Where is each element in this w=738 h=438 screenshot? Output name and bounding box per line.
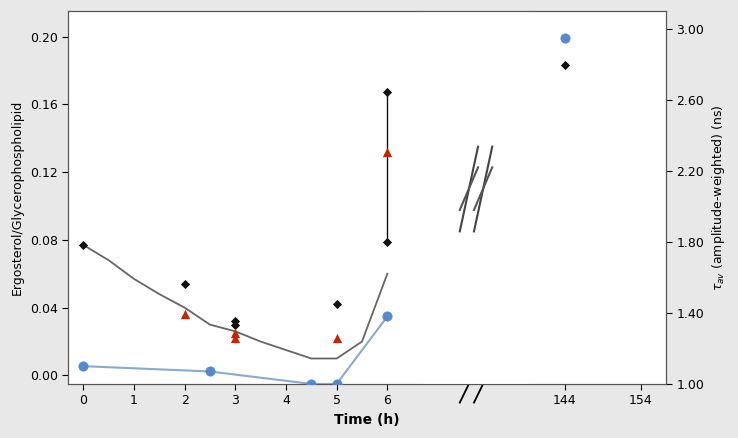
Point (230, 321, 241, 328)
Point (77, 241, 89, 248)
Point (230, 318, 241, 325)
Point (230, 335, 241, 342)
Point (382, 313, 393, 320)
Point (179, 280, 190, 287)
Point (77, 363, 89, 370)
Y-axis label: $\tau_{av}$ (amplitude-weighted) (ns): $\tau_{av}$ (amplitude-weighted) (ns) (710, 104, 727, 291)
Point (230, 329, 241, 336)
Bar (423, 0, 529, 438)
Point (331, 301, 342, 308)
Point (306, 381, 317, 388)
Point (559, 62, 570, 69)
Point (382, 148, 393, 155)
Point (179, 311, 190, 318)
Point (382, 238, 393, 245)
Y-axis label: Ergosterol/Glycerophospholipid: Ergosterol/Glycerophospholipid (11, 100, 24, 295)
Point (559, 34, 570, 41)
Point (331, 335, 342, 342)
Point (382, 89, 393, 96)
Point (204, 368, 216, 375)
Point (331, 381, 342, 388)
X-axis label: Time (h): Time (h) (334, 413, 400, 427)
